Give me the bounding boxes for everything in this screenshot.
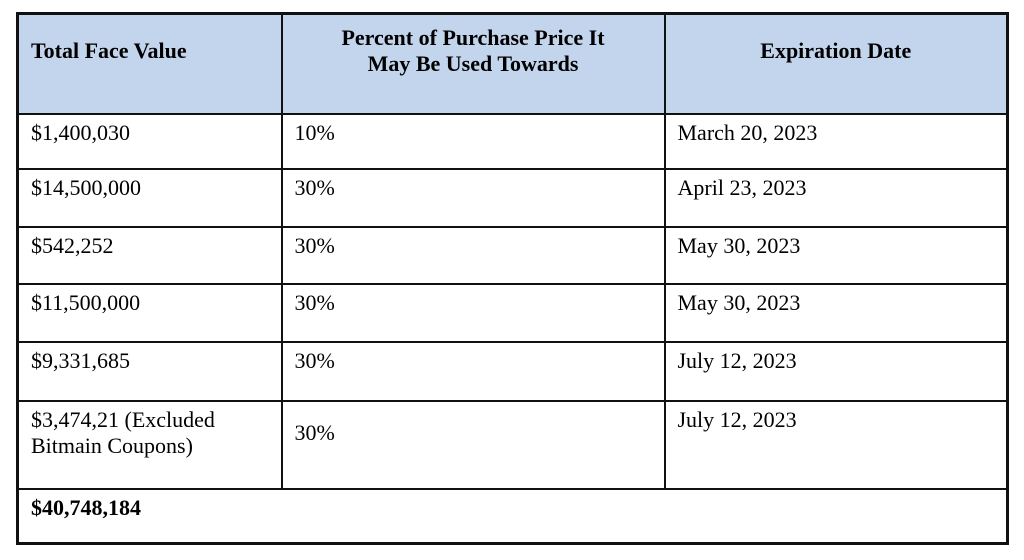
table-header: Total Face Value Percent of Purchase Pri… <box>16 12 1009 115</box>
column-header-percent-of-purchase-price: Percent of Purchase Price It May Be Used… <box>280 12 666 115</box>
table-row: $9,331,685 30% July 12, 2023 <box>16 340 1009 402</box>
table-row: $11,500,000 30% May 30, 2023 <box>16 282 1009 343</box>
face-value-cell: $1,400,030 <box>16 112 283 170</box>
face-value-cell: $9,331,685 <box>16 340 283 402</box>
coupon-face-value-table: Total Face Value Percent of Purchase Pri… <box>16 12 1009 545</box>
header-row: Total Face Value Percent of Purchase Pri… <box>16 12 1009 115</box>
total-face-value-cell: $40,748,184 <box>16 487 1009 545</box>
percent-cell: 30% <box>280 282 666 343</box>
table-row: $14,500,000 30% April 23, 2023 <box>16 167 1009 228</box>
total-row: $40,748,184 <box>16 487 1009 545</box>
face-value-cell: $14,500,000 <box>16 167 283 228</box>
percent-cell: 30% <box>280 340 666 402</box>
percent-cell: 30% <box>280 225 666 285</box>
face-value-cell: $3,474,21 (Excluded Bitmain Coupons) <box>16 399 283 490</box>
percent-cell: 30% <box>280 399 666 490</box>
expiration-cell: April 23, 2023 <box>663 167 1009 228</box>
face-value-cell: $542,252 <box>16 225 283 285</box>
expiration-cell: March 20, 2023 <box>663 112 1009 170</box>
column-header-total-face-value: Total Face Value <box>16 12 283 115</box>
percent-cell: 30% <box>280 167 666 228</box>
table-footer: $40,748,184 <box>16 487 1009 545</box>
expiration-cell: May 30, 2023 <box>663 282 1009 343</box>
table-row: $542,252 30% May 30, 2023 <box>16 225 1009 285</box>
face-value-cell: $11,500,000 <box>16 282 283 343</box>
table-row: $3,474,21 (Excluded Bitmain Coupons) 30%… <box>16 399 1009 490</box>
percent-cell: 10% <box>280 112 666 170</box>
expiration-cell: May 30, 2023 <box>663 225 1009 285</box>
column-header-expiration-date: Expiration Date <box>663 12 1009 115</box>
table-row: $1,400,030 10% March 20, 2023 <box>16 112 1009 170</box>
expiration-cell: July 12, 2023 <box>663 399 1009 490</box>
table-body: $1,400,030 10% March 20, 2023 $14,500,00… <box>16 112 1009 490</box>
expiration-cell: July 12, 2023 <box>663 340 1009 402</box>
